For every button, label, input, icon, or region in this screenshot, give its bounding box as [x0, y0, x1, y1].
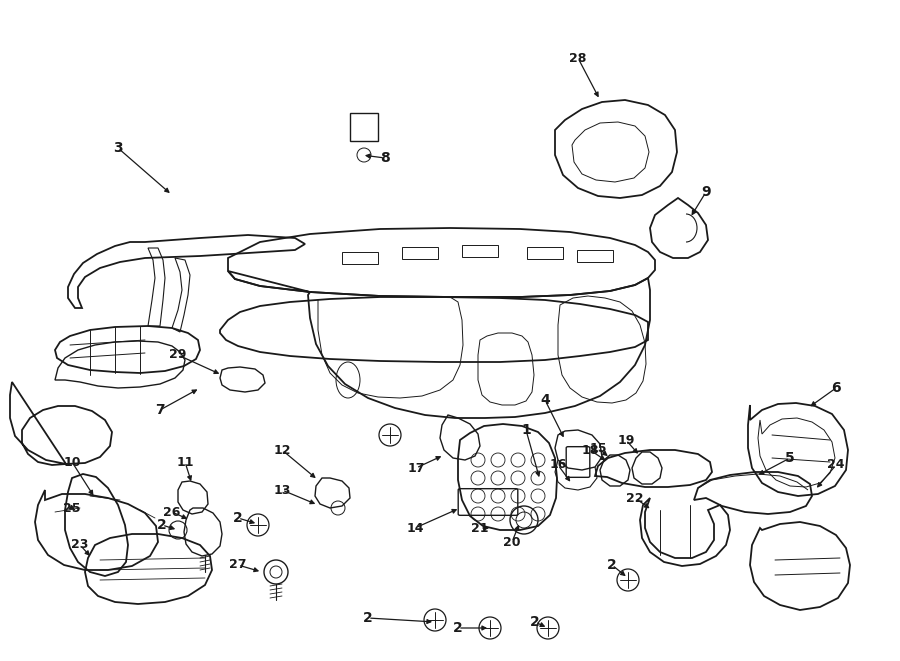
- Text: 2: 2: [158, 518, 166, 532]
- Text: 25: 25: [63, 502, 81, 514]
- Text: 23: 23: [71, 539, 89, 551]
- Text: 18: 18: [581, 444, 598, 457]
- Text: 19: 19: [617, 434, 634, 446]
- Text: 27: 27: [230, 559, 247, 572]
- Text: 26: 26: [163, 506, 181, 518]
- Text: 22: 22: [626, 492, 644, 504]
- Text: 21: 21: [472, 522, 489, 535]
- Text: 2: 2: [530, 615, 540, 629]
- Text: 14: 14: [406, 522, 424, 535]
- Text: 5: 5: [785, 451, 795, 465]
- Text: 12: 12: [274, 444, 291, 457]
- Text: 20: 20: [503, 535, 521, 549]
- Text: 28: 28: [570, 52, 587, 65]
- Text: 2: 2: [453, 621, 463, 635]
- Text: 16: 16: [549, 459, 567, 471]
- Text: 24: 24: [827, 459, 845, 471]
- Text: 2: 2: [608, 558, 616, 572]
- Text: 2: 2: [233, 511, 243, 525]
- Text: 17: 17: [407, 461, 425, 475]
- Text: 15: 15: [590, 442, 607, 455]
- Text: 6: 6: [832, 381, 841, 395]
- Text: 8: 8: [380, 151, 390, 165]
- Text: 3: 3: [113, 141, 122, 155]
- Text: 11: 11: [176, 455, 194, 469]
- Text: 13: 13: [274, 483, 291, 496]
- Text: 2: 2: [363, 611, 373, 625]
- Text: 4: 4: [540, 393, 550, 407]
- Text: 9: 9: [701, 185, 711, 199]
- Text: 7: 7: [155, 403, 165, 417]
- Text: 29: 29: [169, 348, 186, 362]
- Text: 10: 10: [63, 455, 81, 469]
- Text: 1: 1: [521, 423, 531, 437]
